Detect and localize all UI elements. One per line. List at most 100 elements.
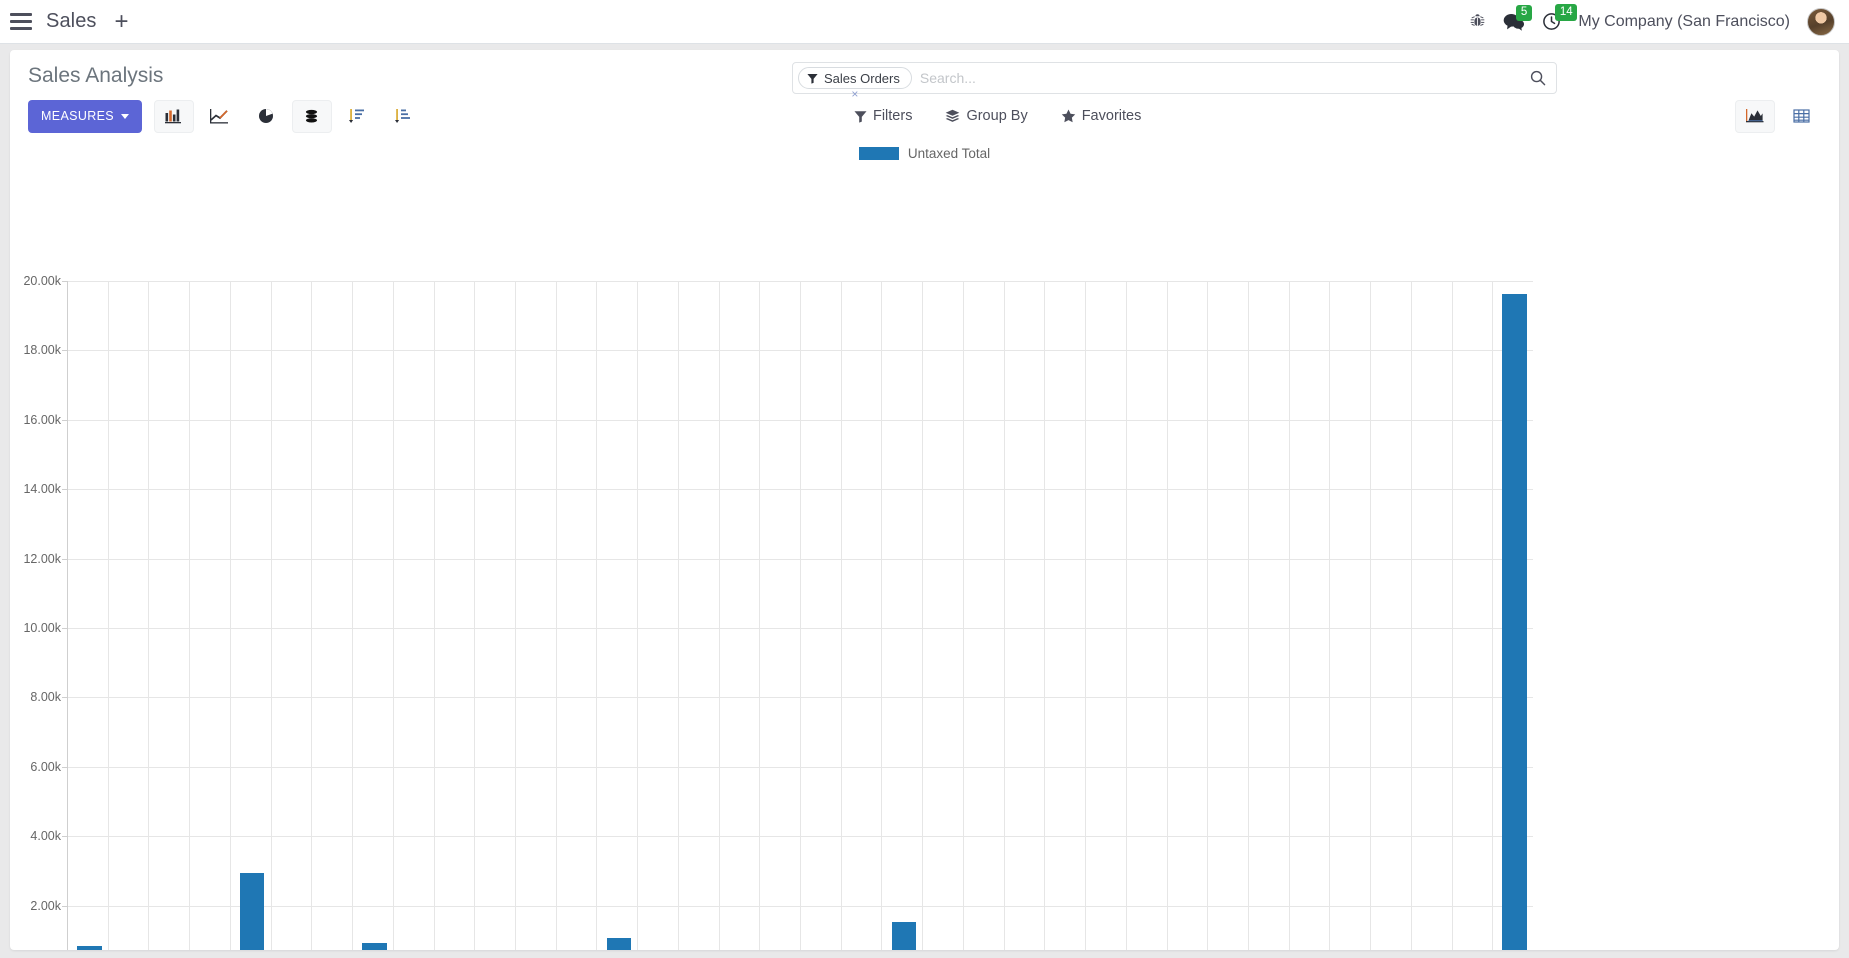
x-gridline	[514, 281, 516, 950]
x-gridline	[1166, 281, 1168, 950]
x-gridline	[1288, 281, 1290, 950]
top-navbar: Sales + 5	[0, 0, 1849, 44]
pivot-view-icon[interactable]	[1781, 100, 1821, 133]
x-gridline	[1085, 281, 1087, 950]
x-gridline	[107, 281, 109, 950]
star-icon	[1061, 109, 1075, 123]
x-gridline	[637, 281, 639, 950]
close-icon[interactable]: ×	[851, 87, 859, 101]
y-tick-label: 12.00k	[23, 551, 61, 566]
x-gridline	[1044, 281, 1046, 950]
graph-type-buttons	[153, 99, 424, 133]
y-axis-line	[67, 281, 68, 950]
stacked-icon[interactable]	[291, 99, 332, 133]
messages-icon[interactable]: 5	[1503, 4, 1532, 31]
x-gridline	[392, 281, 394, 950]
bug-icon[interactable]	[1469, 13, 1486, 30]
x-gridline	[800, 281, 801, 950]
y-tick-label: 10.00k	[23, 621, 61, 635]
y-tick-mark	[62, 697, 67, 699]
chart-bar[interactable]	[77, 946, 102, 950]
avatar[interactable]	[1807, 7, 1835, 36]
sort-descending-icon[interactable]	[338, 100, 378, 133]
y-tick-label: 8.00k	[30, 690, 61, 705]
x-gridline	[1207, 281, 1209, 950]
chart-plot-area: 0.002.00k4.00k6.00k8.00k10.00k12.00k14.0…	[23, 274, 1533, 950]
layers-icon	[946, 109, 960, 122]
filters-label: Filters	[872, 108, 913, 124]
y-tick-mark	[62, 281, 67, 282]
chart-bar[interactable]	[606, 937, 631, 950]
graph-view-icon[interactable]	[1735, 99, 1775, 133]
x-gridline	[1410, 281, 1412, 950]
x-gridline	[596, 281, 598, 950]
chart-bar[interactable]	[362, 942, 387, 950]
new-tab-button[interactable]: +	[114, 7, 129, 35]
x-gridline	[270, 281, 272, 950]
graph-renderer: Untaxed Total 0.002.00k4.00k6.00k8.00k10…	[10, 136, 1839, 950]
searchview[interactable]: Sales Orders ×	[792, 62, 1557, 100]
x-gridline	[1370, 281, 1372, 950]
x-gridline	[1329, 281, 1331, 950]
y-tick-label: 18.00k	[23, 343, 61, 358]
sort-ascending-icon[interactable]	[384, 100, 424, 133]
hamburger-icon[interactable]	[10, 13, 32, 30]
navbar-left: Sales +	[10, 7, 133, 35]
y-tick-mark	[62, 628, 67, 629]
x-gridline	[840, 281, 842, 950]
y-tick-label: 16.00k	[23, 412, 61, 427]
search-input[interactable]	[911, 70, 1524, 86]
y-tick-label: 2.00k	[30, 898, 61, 913]
search-facet-sales-orders[interactable]: Sales Orders ×	[798, 67, 912, 100]
y-tick-mark	[62, 419, 67, 421]
search-facet-label: Sales Orders	[824, 70, 900, 86]
bar-chart-icon[interactable]	[153, 99, 194, 133]
y-tick-mark	[62, 766, 67, 768]
chart-bar[interactable]	[240, 873, 265, 950]
x-gridline	[759, 281, 761, 950]
search-icon[interactable]	[1524, 70, 1552, 86]
x-gridline	[555, 281, 557, 950]
y-tick-label: 6.00k	[30, 759, 61, 774]
measures-button[interactable]: MEASURES	[28, 99, 142, 133]
company-name[interactable]: My Company (San Francisco)	[1578, 12, 1790, 30]
x-gridline	[148, 281, 150, 950]
main-sheet: Sales Analysis MEASURES	[10, 50, 1839, 950]
filters-button[interactable]: Filters	[854, 108, 912, 124]
x-gridline	[433, 281, 435, 950]
x-gridline	[1492, 281, 1494, 950]
chevron-down-icon	[120, 113, 129, 119]
x-gridline	[1125, 281, 1127, 950]
x-gridline	[1451, 281, 1453, 950]
x-gridline	[352, 281, 354, 950]
legend-swatch	[858, 147, 899, 160]
x-gridline	[189, 281, 191, 950]
chart-bar[interactable]	[891, 921, 916, 950]
view-switcher	[1735, 99, 1821, 133]
search-dropdowns: Filters Group By Favorites	[854, 108, 1141, 124]
x-gridline	[1247, 281, 1249, 950]
messages-count-badge: 5	[1516, 4, 1532, 21]
app-name[interactable]: Sales	[46, 10, 97, 32]
favorites-label: Favorites	[1081, 108, 1142, 124]
filter-icon	[807, 73, 818, 84]
y-tick-label: 20.00k	[23, 274, 61, 288]
y-tick-mark	[62, 558, 67, 560]
x-gridline	[718, 281, 720, 950]
line-chart-icon[interactable]	[200, 100, 240, 133]
y-tick-label: 4.00k	[30, 829, 61, 844]
x-gridline	[311, 281, 313, 950]
y-tick-mark	[62, 350, 67, 352]
group-by-button[interactable]: Group By	[945, 108, 1028, 124]
x-gridline	[922, 281, 924, 950]
control-panel-row: MEASURES	[28, 96, 1821, 136]
favorites-button[interactable]: Favorites	[1061, 108, 1142, 124]
x-gridline	[881, 281, 883, 950]
legend-label: Untaxed Total	[907, 146, 991, 161]
chart-canvas[interactable]: 0.002.00k4.00k6.00k8.00k10.00k12.00k14.0…	[23, 274, 1533, 950]
pie-chart-icon[interactable]	[246, 100, 286, 133]
clock-icon[interactable]: 14	[1542, 4, 1578, 31]
chart-legend: Untaxed Total	[10, 146, 1839, 161]
chart-bar[interactable]	[1502, 293, 1527, 950]
activities-count-badge: 14	[1555, 4, 1578, 21]
